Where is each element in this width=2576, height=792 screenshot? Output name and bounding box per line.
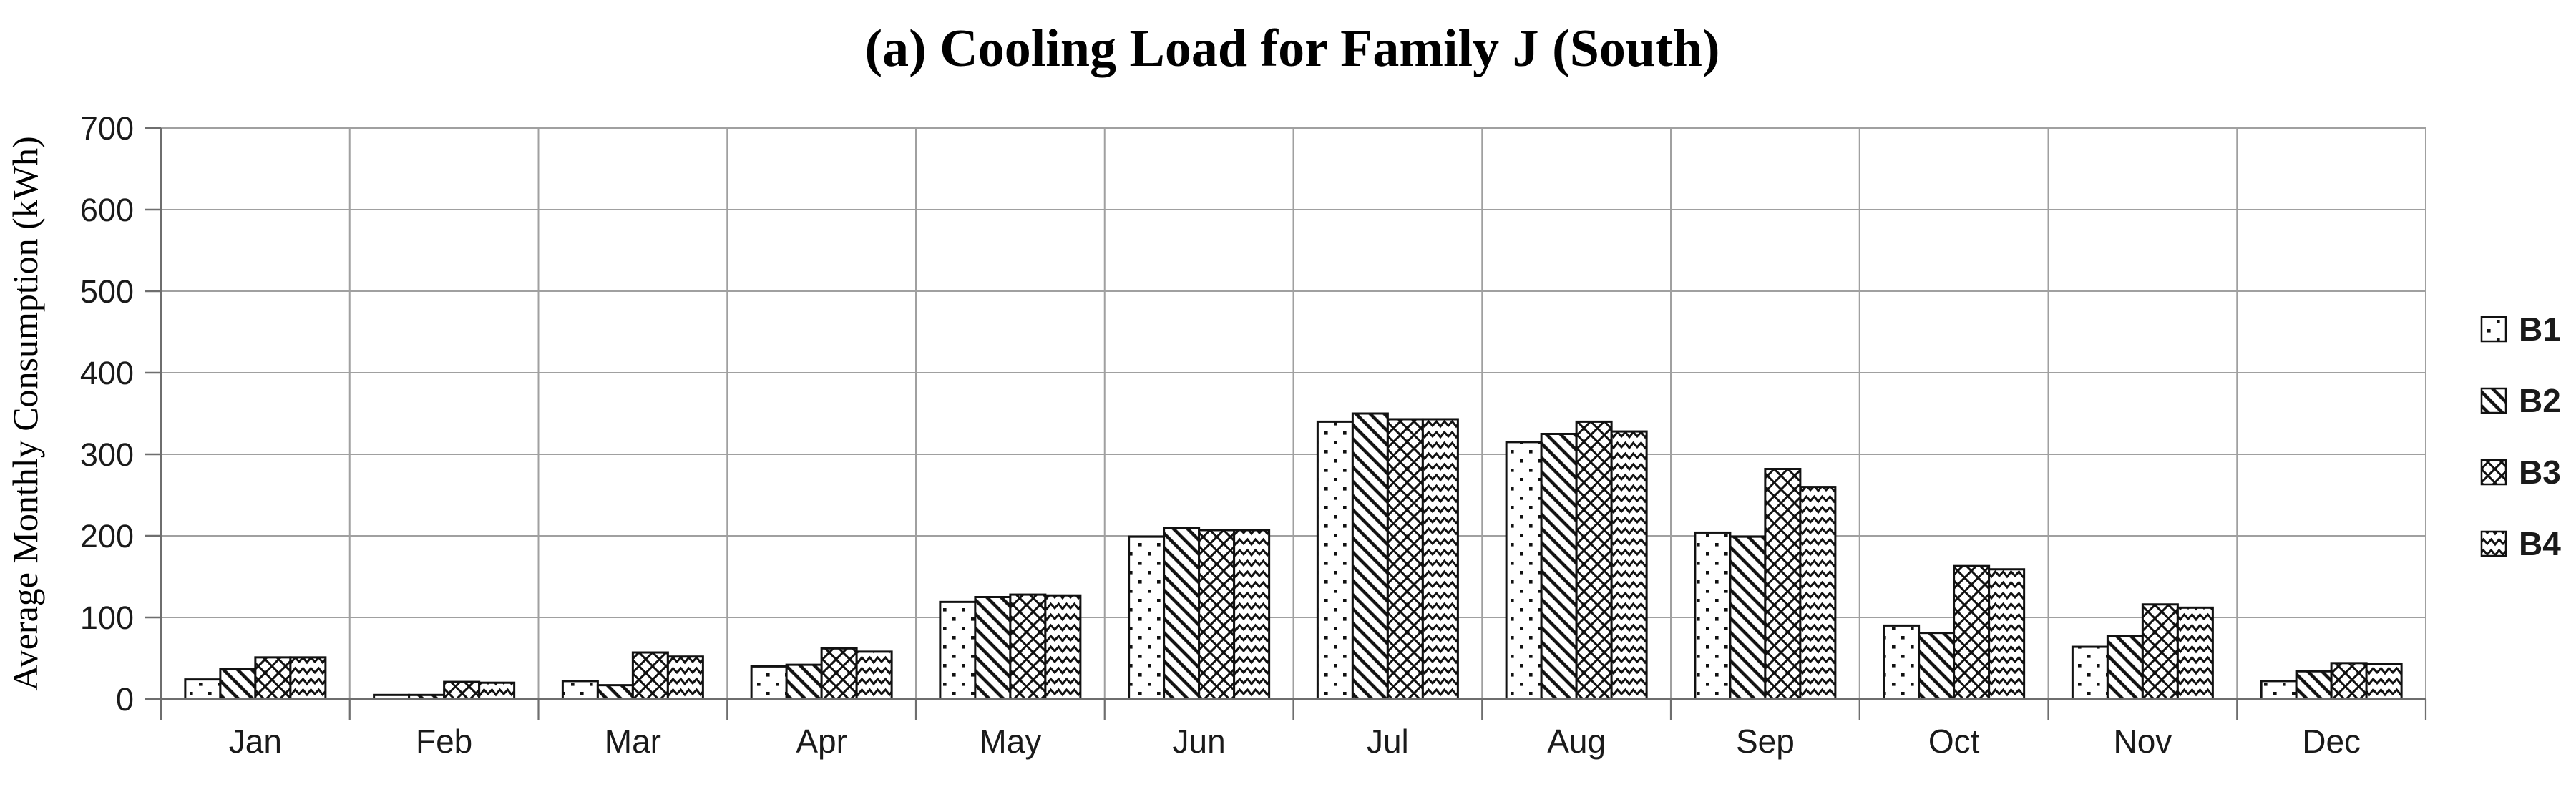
bar-B3-Oct [1953, 564, 1991, 700]
x-tick-label: May [979, 723, 1041, 760]
x-tick-label: Aug [1547, 723, 1606, 760]
bar-B3-May [1009, 593, 1047, 700]
bar-B3-Mar [631, 651, 669, 700]
bar-B2-Aug [1540, 433, 1578, 700]
bar-B4-Jul [1421, 418, 1459, 700]
bar-B4-Jun [1233, 529, 1271, 700]
legend-swatch-zigzag [2480, 530, 2507, 557]
bar-B4-Dec [2365, 663, 2403, 700]
bar-B2-Jan [219, 668, 257, 700]
bar-B4-Feb [478, 681, 516, 700]
bar-B3-Nov [2141, 603, 2179, 700]
legend-swatch-dots [2480, 316, 2507, 343]
chart-title: (a) Cooling Load for Family J (South) [864, 19, 1719, 78]
x-tick-label: Feb [416, 723, 472, 760]
bar-B4-Sep [1799, 486, 1837, 700]
y-tick-label: 200 [80, 518, 134, 554]
bar-B3-Dec [2330, 662, 2368, 700]
gridlines [160, 127, 2427, 720]
bar-B4-Aug [1610, 430, 1648, 700]
bar-B1-Jun [1128, 535, 1166, 700]
bar-B2-Sep [1729, 535, 1767, 700]
bar-B2-Oct [1918, 632, 1956, 700]
x-tick-label: Jan [229, 723, 282, 760]
legend-label: B2 [2519, 382, 2561, 419]
y-tick-label: 0 [116, 681, 134, 718]
bar-B2-May [974, 596, 1012, 700]
bar-B3-Aug [1575, 420, 1613, 700]
bar-B1-Mar [561, 680, 599, 700]
x-tick-label: Nov [2113, 723, 2172, 760]
bar-B1-Jul [1316, 420, 1354, 700]
legend-label: B4 [2519, 525, 2561, 562]
bar-B2-Jul [1351, 412, 1389, 700]
y-axis-title: Average Monthly Consumption (kWh) [5, 136, 45, 690]
x-tick-label: Apr [796, 723, 847, 760]
x-tick-label: Jul [1367, 723, 1409, 760]
bar-B2-Apr [785, 663, 823, 700]
y-tick-label: 600 [80, 192, 134, 228]
bar-B3-Jan [254, 656, 292, 700]
bar-B2-Dec [2295, 670, 2333, 700]
axes [145, 127, 2426, 720]
y-tick-label: 300 [80, 436, 134, 473]
legend-label: B3 [2519, 454, 2561, 491]
legend-item: B1 [2480, 311, 2561, 348]
bar-B4-Jan [289, 656, 327, 700]
y-tick-label: 100 [80, 600, 134, 636]
bar-B1-May [939, 600, 977, 700]
y-tick-label: 700 [80, 110, 134, 147]
x-tick-label: Sep [1736, 723, 1795, 760]
legend-item: B3 [2480, 454, 2561, 491]
bar-B2-Mar [596, 684, 634, 700]
x-tick-label: Oct [1928, 723, 1980, 760]
bar-B4-Nov [2176, 606, 2214, 700]
bar-B3-Jun [1198, 529, 1236, 700]
bar-B4-Mar [666, 655, 704, 700]
bar-B4-Apr [855, 650, 893, 700]
bar-B1-Aug [1505, 441, 1543, 700]
bar-B3-Apr [820, 647, 858, 700]
legend-swatch-diagonal-stripes [2480, 387, 2507, 414]
legend: B1 B2 B3 B4 [2480, 311, 2561, 562]
bar-B1-Oct [1883, 624, 1921, 700]
bar-B4-May [1044, 594, 1082, 700]
bar-B1-Dec [2260, 680, 2298, 700]
bar-B1-Jan [184, 678, 222, 700]
legend-swatch-diagonal-crosshatch [2480, 459, 2507, 486]
bar-B1-Apr [750, 665, 788, 700]
bar-B3-Sep [1764, 468, 1802, 700]
legend-label: B1 [2519, 311, 2561, 348]
legend-item: B4 [2480, 525, 2561, 562]
bar-B1-Sep [1694, 531, 1732, 700]
x-tick-label: Dec [2302, 723, 2361, 760]
bar-B2-Nov [2106, 635, 2144, 700]
axis-labels: 0 100 200 300 400 500 600 700 Jan Feb Mar Apr May Jun… [80, 110, 2361, 760]
legend-item: B2 [2480, 382, 2561, 419]
bar-B4-Oct [1988, 568, 2026, 700]
bar-B3-Feb [443, 680, 481, 700]
bar-B1-Nov [2071, 645, 2109, 700]
x-tick-label: Mar [605, 723, 661, 760]
bar-B3-Jul [1386, 418, 1424, 700]
bars [184, 412, 2403, 700]
y-tick-label: 500 [80, 273, 134, 310]
bar-B2-Jun [1163, 527, 1201, 700]
x-tick-label: Jun [1173, 723, 1226, 760]
y-tick-label: 400 [80, 355, 134, 391]
